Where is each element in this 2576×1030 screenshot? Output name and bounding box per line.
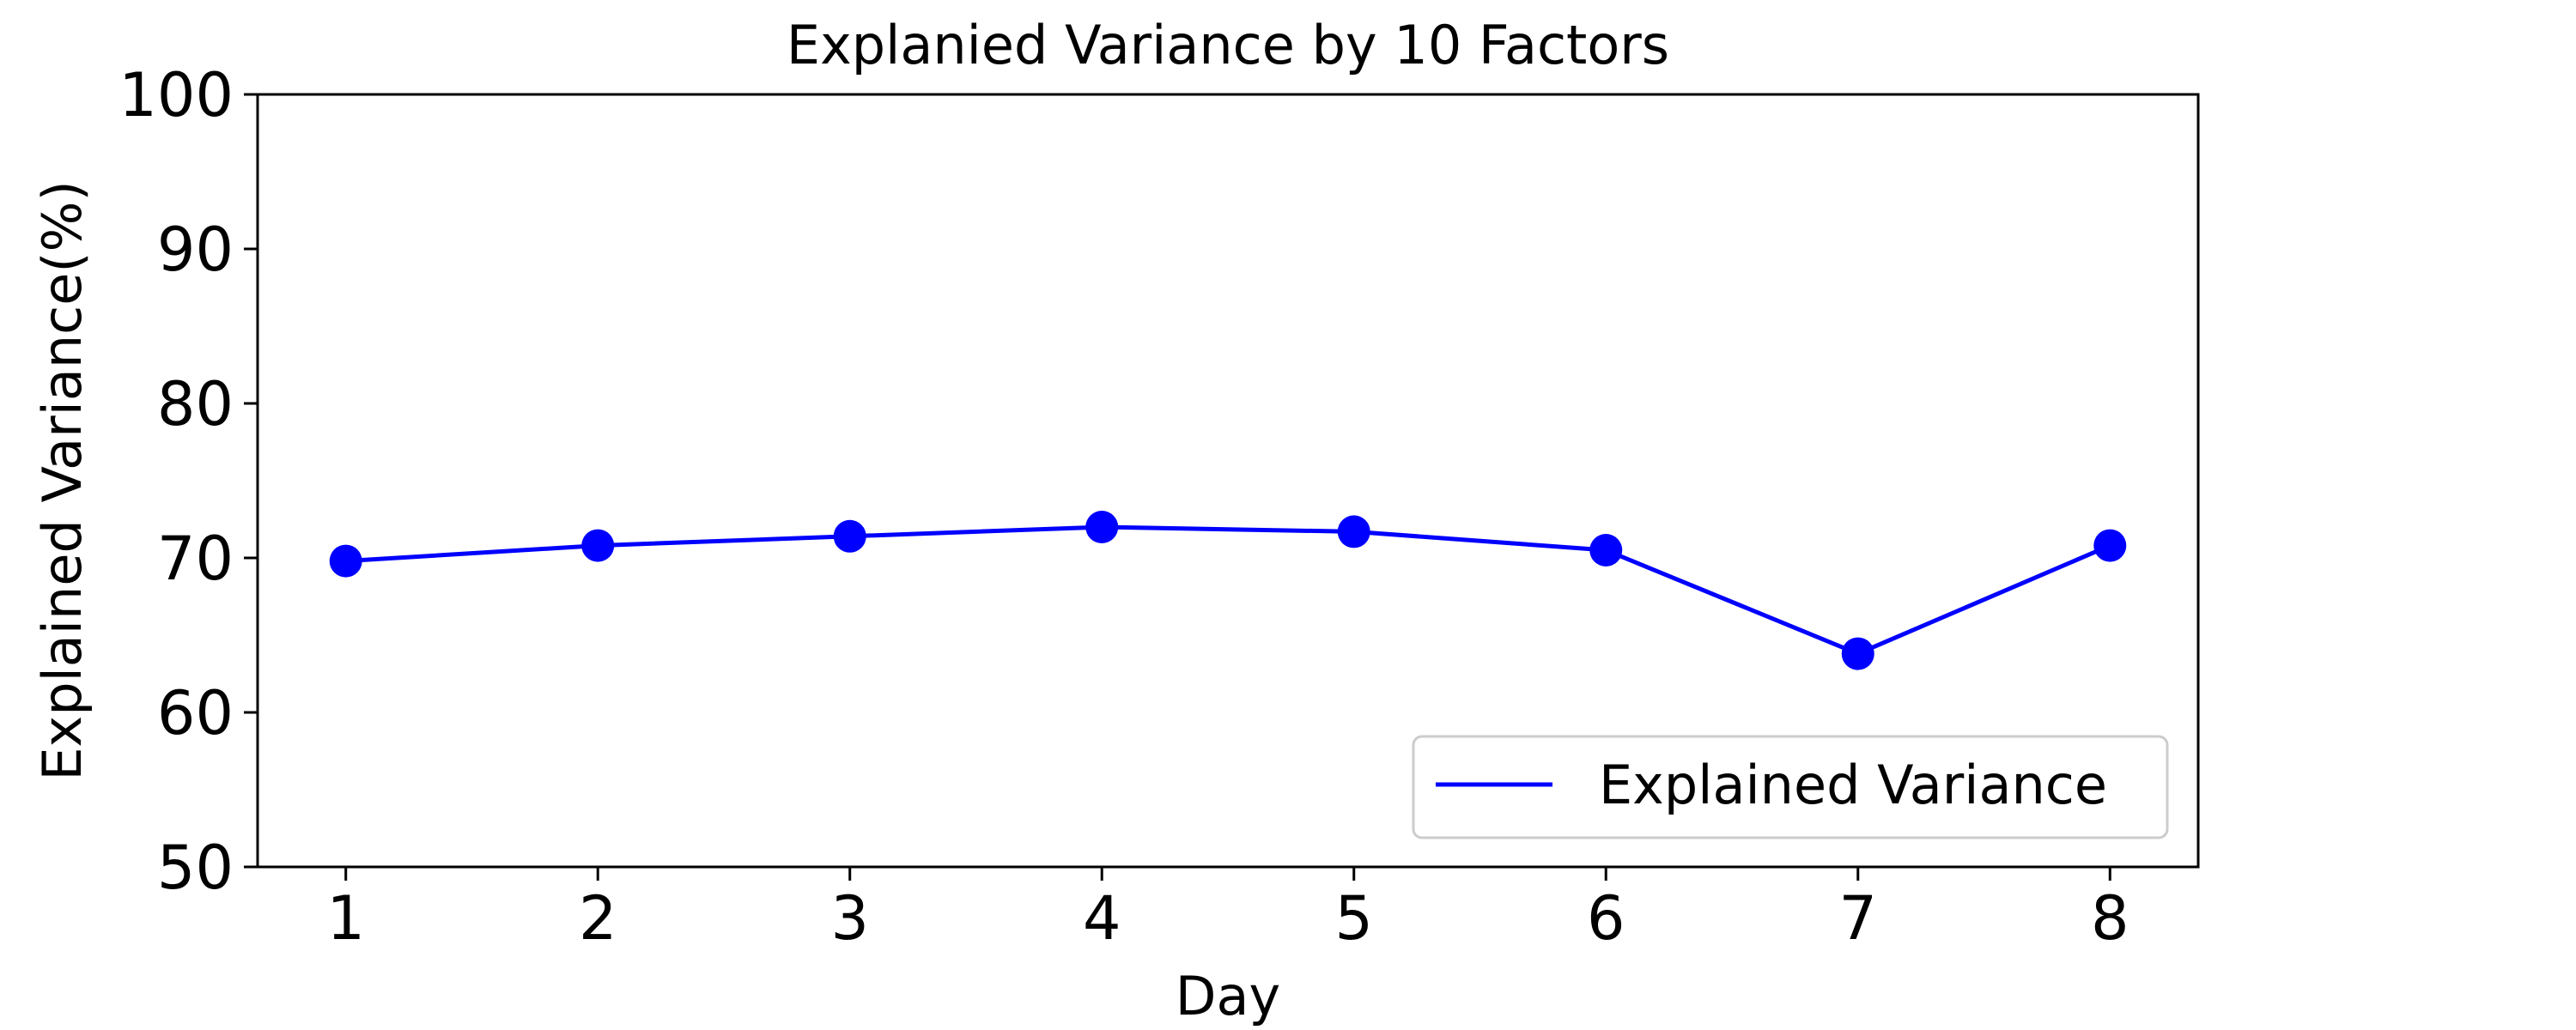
legend-box (1412, 735, 2169, 839)
x-tick-label: 5 (1334, 883, 1373, 954)
y-tick-label: 100 (118, 60, 234, 130)
y-tick-label: 70 (157, 524, 234, 594)
y-axis-label: Explained Variance(%) (31, 180, 94, 780)
x-tick-label: 6 (1587, 883, 1625, 954)
legend-label: Explained Variance (1599, 754, 2107, 816)
x-tick-label: 4 (1083, 883, 1121, 954)
legend: Explained Variance (1412, 735, 2169, 839)
x-tick-label: 2 (579, 883, 617, 954)
series-line (345, 524, 2111, 657)
x-tick-label: 8 (2091, 883, 2129, 954)
y-tick-label: 60 (157, 678, 234, 748)
data-point (1085, 511, 1119, 543)
y-tick-label: 90 (157, 215, 234, 285)
y-tick-label: 80 (157, 369, 234, 439)
data-point (581, 529, 615, 562)
data-point (1337, 515, 1370, 548)
data-point (833, 519, 866, 553)
data-point (1841, 637, 1874, 670)
series-layer (329, 511, 2127, 670)
chart-title: Explanied Variance by 10 Factors (787, 14, 1669, 76)
x-axis-label: Day (1176, 965, 1280, 1027)
y-tick-label: 50 (157, 833, 234, 903)
x-tick-label: 7 (1838, 883, 1877, 954)
plot-area (256, 93, 2200, 869)
data-point (329, 544, 362, 578)
x-tick-label: 3 (830, 883, 869, 954)
plot-frame (256, 93, 2200, 869)
data-point (1589, 534, 1623, 566)
x-tick-label: 1 (326, 883, 365, 954)
data-point (2093, 529, 2127, 562)
x-axis-ticks: 1 2 3 4 5 6 7 8 (326, 867, 2129, 954)
y-axis-ticks: 50 60 70 80 90 100 (118, 60, 258, 903)
